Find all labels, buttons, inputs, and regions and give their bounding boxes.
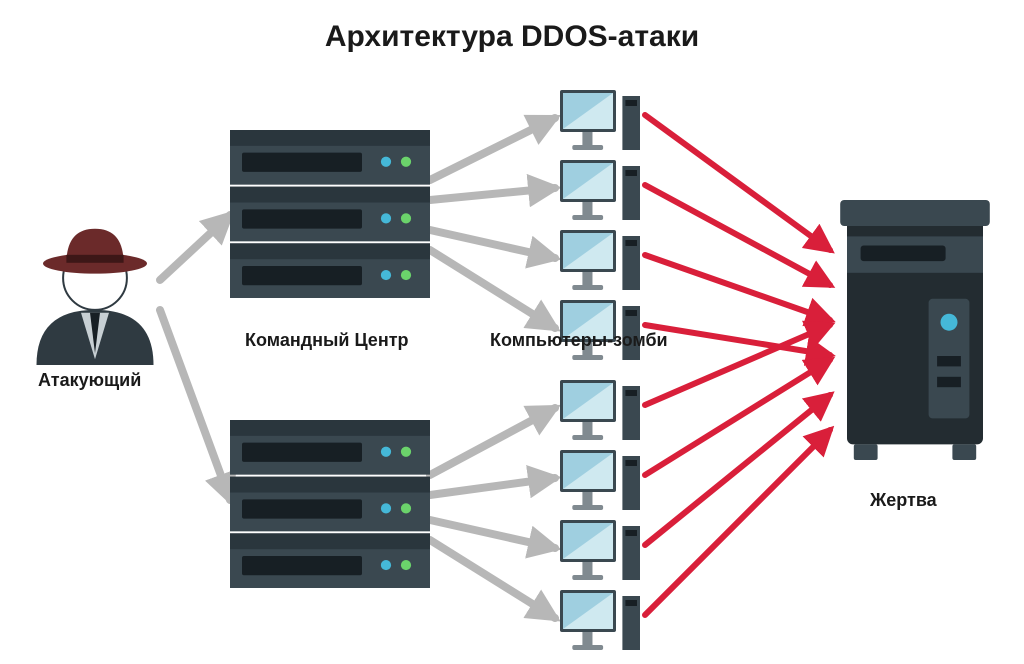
zombie-top-0: [560, 90, 640, 150]
zombie-bot-0: [560, 380, 640, 440]
victim-server: [830, 200, 1000, 460]
c2-label: Командный Центр: [245, 330, 409, 351]
zombie-top-2: [560, 230, 640, 290]
attacker-label: Атакующий: [38, 370, 141, 391]
victim-label: Жертва: [870, 490, 937, 511]
zombies-label: Компьютеры-зомби: [490, 330, 668, 351]
attacker-icon: [30, 220, 160, 365]
zombie-bot-3: [560, 590, 640, 650]
c2-server-top: [230, 130, 430, 300]
zombie-bot-2: [560, 520, 640, 580]
zombie-top-1: [560, 160, 640, 220]
c2-server-bottom: [230, 420, 430, 590]
zombie-bot-1: [560, 450, 640, 510]
page-title: Архитектура DDOS-атаки: [0, 20, 1024, 54]
